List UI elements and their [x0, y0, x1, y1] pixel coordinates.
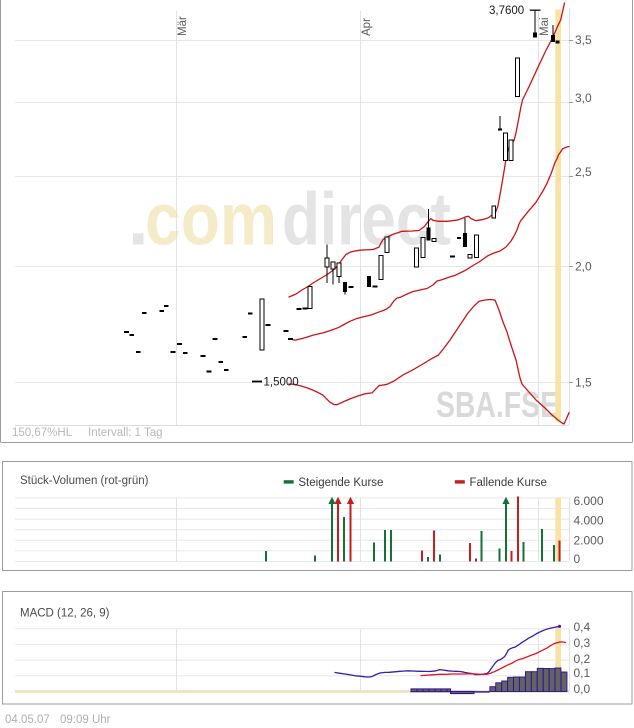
svg-text:0,1: 0,1 [574, 666, 591, 680]
svg-text:Intervall: 1 Tag: Intervall: 1 Tag [88, 427, 163, 439]
svg-text:direct: direct [282, 178, 451, 261]
svg-text:.: . [128, 178, 149, 261]
svg-text:Steigende Kurse: Steigende Kurse [298, 477, 383, 489]
svg-text:Fallende Kurse: Fallende Kurse [470, 477, 547, 489]
svg-text:4.000: 4.000 [574, 514, 604, 528]
svg-text:Apr: Apr [361, 18, 373, 36]
svg-text:2,0: 2,0 [575, 260, 592, 274]
svg-text:Mär: Mär [177, 16, 189, 36]
svg-text:3,0: 3,0 [575, 91, 592, 105]
svg-text:6.000: 6.000 [574, 494, 604, 508]
svg-text:MACD (12, 26, 9): MACD (12, 26, 9) [20, 608, 110, 620]
svg-text:0,3: 0,3 [574, 636, 591, 650]
svg-text:Mai: Mai [539, 17, 551, 36]
svg-text:0,0: 0,0 [574, 682, 591, 696]
svg-text:0,2: 0,2 [574, 652, 591, 666]
svg-text:1,5: 1,5 [575, 376, 592, 390]
svg-text:Stück-Volumen (rot-grün): Stück-Volumen (rot-grün) [20, 475, 149, 487]
svg-text:3,5: 3,5 [575, 33, 592, 47]
svg-text:3,7600: 3,7600 [489, 5, 524, 17]
svg-text:04.05.07: 04.05.07 [5, 714, 50, 726]
svg-text:com: com [145, 178, 277, 261]
svg-text:0: 0 [574, 552, 581, 566]
svg-text:2.000: 2.000 [574, 533, 604, 547]
svg-text:1,5000: 1,5000 [264, 377, 299, 389]
svg-text:150,67%HL: 150,67%HL [12, 427, 73, 439]
svg-text:09:09 Uhr: 09:09 Uhr [60, 714, 111, 726]
svg-text:2,5: 2,5 [575, 165, 592, 179]
svg-text:0,4: 0,4 [574, 620, 591, 634]
